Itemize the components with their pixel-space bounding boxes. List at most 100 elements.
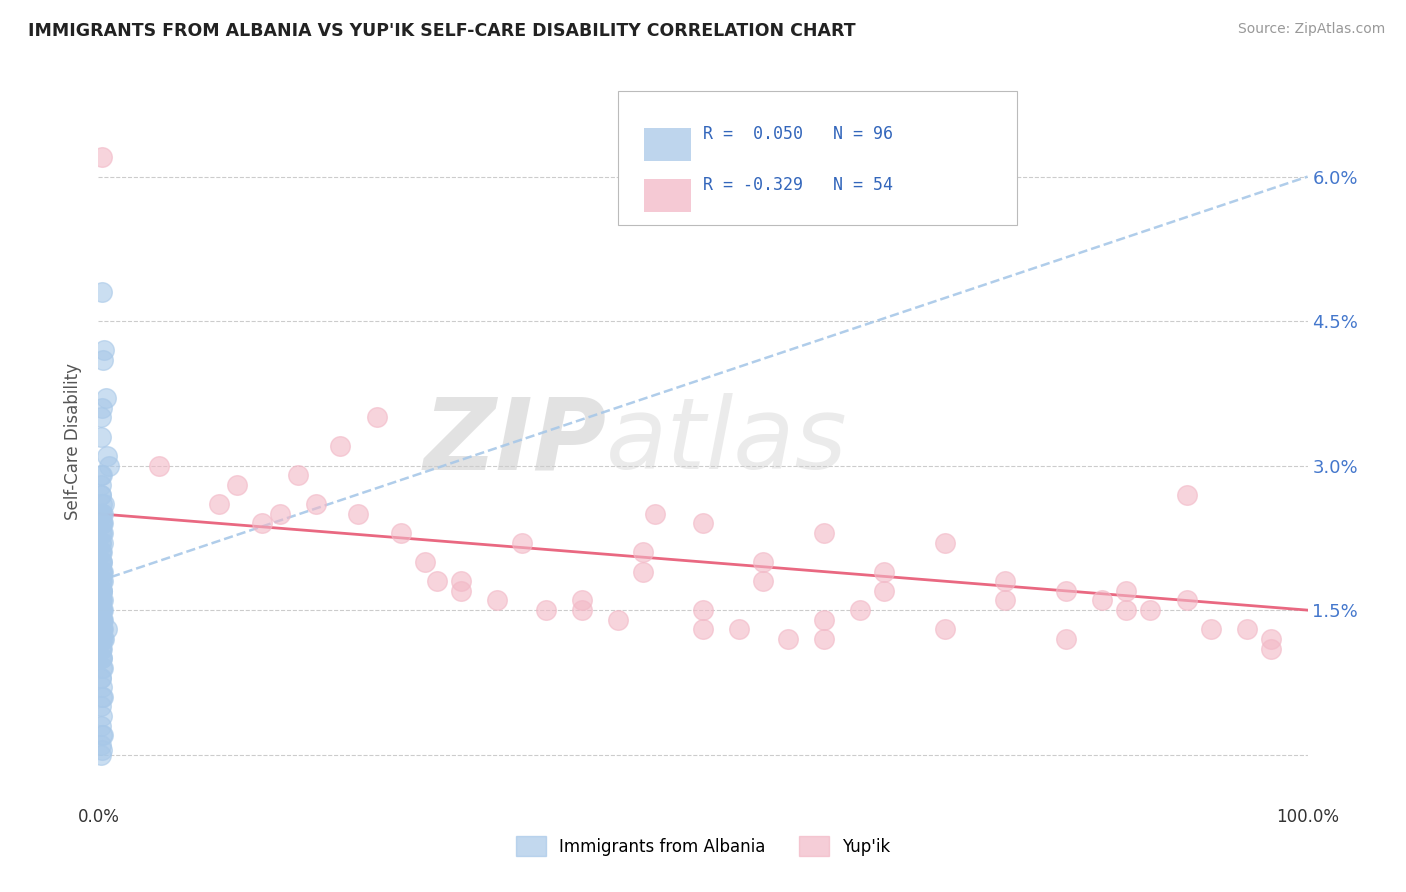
Point (91, 603, 114, 617)
Point (91, 574, 114, 589)
Point (90, 613, 112, 627)
Point (90, 671, 112, 685)
Point (91, 285, 114, 300)
Point (776, 632, 799, 646)
Point (98, 458, 121, 473)
Point (90, 583, 112, 598)
Point (90, 738, 112, 752)
Point (90, 535, 112, 549)
Point (91, 690, 114, 704)
Point (90, 603, 112, 617)
Point (91, 661, 114, 675)
Point (91, 535, 114, 549)
Point (91, 468, 114, 483)
Point (90, 593, 112, 607)
Text: Source: ZipAtlas.com: Source: ZipAtlas.com (1237, 22, 1385, 37)
Point (90, 545, 112, 559)
Point (752, 555, 775, 569)
Point (91, 651, 114, 665)
Point (91, 623, 114, 637)
Point (90, 478, 112, 492)
Point (91, 728, 114, 742)
Point (1199, 623, 1222, 637)
Point (90, 574, 112, 589)
Point (934, 535, 956, 549)
Point (90, 535, 112, 549)
Point (90, 623, 112, 637)
Point (934, 623, 956, 637)
Point (692, 603, 714, 617)
Point (93, 343, 115, 357)
Point (90, 430, 112, 444)
Point (90, 719, 112, 733)
Point (1175, 487, 1198, 501)
Point (91, 516, 114, 531)
Point (91, 352, 114, 367)
Point (91, 526, 114, 541)
Point (813, 613, 835, 627)
Point (1236, 623, 1258, 637)
Point (287, 468, 309, 483)
Point (90, 574, 112, 589)
Point (91, 641, 114, 656)
Point (91, 497, 114, 511)
Point (389, 526, 412, 541)
Point (91, 555, 114, 569)
Point (96, 449, 118, 463)
Point (1175, 593, 1198, 607)
Point (91, 583, 114, 598)
Point (90, 516, 112, 531)
Point (91, 593, 114, 607)
Point (91, 545, 114, 559)
Point (413, 555, 436, 569)
Point (90, 699, 112, 714)
FancyBboxPatch shape (619, 91, 1018, 225)
Point (728, 623, 751, 637)
Point (91, 690, 114, 704)
Point (90, 671, 112, 685)
Point (91, 743, 114, 757)
Point (91, 632, 114, 646)
Point (91, 555, 114, 569)
Point (994, 574, 1017, 589)
Point (752, 574, 775, 589)
Point (90, 641, 112, 656)
Point (426, 574, 449, 589)
Point (90, 565, 112, 579)
Point (813, 526, 835, 541)
Point (91, 526, 114, 541)
Point (631, 565, 654, 579)
Point (571, 593, 593, 607)
Point (873, 583, 896, 598)
Point (692, 623, 714, 637)
Text: ZIP: ZIP (423, 393, 606, 490)
Point (91, 150, 114, 164)
Point (91, 613, 114, 627)
Point (90, 641, 112, 656)
Point (93, 632, 115, 646)
Point (148, 458, 170, 473)
Point (91, 593, 114, 607)
Point (90, 545, 112, 559)
Point (305, 497, 328, 511)
Point (91, 613, 114, 627)
Point (91, 728, 114, 742)
Point (1115, 603, 1137, 617)
Point (90, 583, 112, 598)
Point (90, 593, 112, 607)
Point (90, 507, 112, 521)
Point (91, 565, 114, 579)
Point (91, 507, 114, 521)
Point (1260, 641, 1282, 656)
FancyBboxPatch shape (644, 128, 690, 161)
Point (94, 391, 117, 405)
Point (1054, 632, 1077, 646)
Point (90, 651, 112, 665)
Point (1091, 593, 1114, 607)
Point (1260, 632, 1282, 646)
Point (1139, 603, 1161, 617)
Point (250, 516, 273, 531)
Point (631, 545, 654, 559)
Point (91, 516, 114, 531)
Point (90, 410, 112, 425)
